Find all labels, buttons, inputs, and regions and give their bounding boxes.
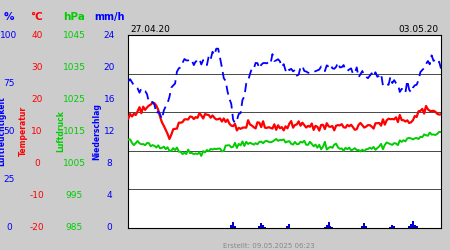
Bar bbox=[361, 226, 363, 228]
Text: 995: 995 bbox=[66, 191, 83, 200]
Bar bbox=[332, 226, 333, 228]
Bar bbox=[258, 226, 260, 228]
Text: 40: 40 bbox=[31, 30, 43, 40]
Text: 10: 10 bbox=[31, 127, 43, 136]
Text: 25: 25 bbox=[3, 175, 15, 184]
Text: mm/h: mm/h bbox=[94, 12, 125, 22]
Text: Niederschlag: Niederschlag bbox=[92, 103, 101, 160]
Text: Luftfeuchtigkeit: Luftfeuchtigkeit bbox=[0, 96, 6, 166]
Bar bbox=[365, 226, 367, 228]
Text: 27.04.20: 27.04.20 bbox=[130, 25, 171, 34]
Bar bbox=[328, 222, 329, 228]
Bar bbox=[392, 225, 393, 228]
Text: 1025: 1025 bbox=[63, 95, 86, 104]
Text: Erstellt: 09.05.2025 06:23: Erstellt: 09.05.2025 06:23 bbox=[223, 242, 315, 248]
Text: 50: 50 bbox=[3, 127, 15, 136]
Text: 100: 100 bbox=[0, 30, 18, 40]
Bar bbox=[393, 226, 395, 228]
Text: -20: -20 bbox=[30, 223, 44, 232]
Bar bbox=[329, 226, 332, 228]
Text: 985: 985 bbox=[66, 223, 83, 232]
Text: 1035: 1035 bbox=[63, 62, 86, 72]
Bar bbox=[326, 225, 328, 228]
Bar bbox=[260, 223, 262, 228]
Bar bbox=[234, 226, 236, 228]
Text: 20: 20 bbox=[31, 95, 43, 104]
Bar bbox=[416, 226, 418, 228]
Bar bbox=[412, 221, 414, 228]
Bar bbox=[324, 226, 326, 228]
Bar bbox=[414, 225, 416, 228]
Text: °C: °C bbox=[31, 12, 43, 22]
Text: 0: 0 bbox=[107, 223, 112, 232]
Text: 4: 4 bbox=[107, 191, 112, 200]
Text: 0: 0 bbox=[34, 159, 40, 168]
Text: 24: 24 bbox=[104, 30, 115, 40]
Text: 1015: 1015 bbox=[63, 127, 86, 136]
Text: 1005: 1005 bbox=[63, 159, 86, 168]
Bar bbox=[363, 223, 365, 228]
Bar bbox=[262, 226, 264, 228]
Text: 75: 75 bbox=[3, 78, 15, 88]
Bar bbox=[232, 222, 234, 228]
Text: Temperatur: Temperatur bbox=[19, 106, 28, 156]
Bar bbox=[410, 224, 412, 228]
Text: 8: 8 bbox=[107, 159, 112, 168]
Text: hPa: hPa bbox=[63, 12, 85, 22]
Text: -10: -10 bbox=[30, 191, 44, 200]
Text: 12: 12 bbox=[104, 127, 115, 136]
Bar bbox=[288, 224, 290, 228]
Text: 03.05.20: 03.05.20 bbox=[399, 25, 439, 34]
Text: %: % bbox=[4, 12, 14, 22]
Text: 0: 0 bbox=[6, 223, 12, 232]
Text: 1045: 1045 bbox=[63, 30, 86, 40]
Text: 30: 30 bbox=[31, 62, 43, 72]
Text: 16: 16 bbox=[104, 95, 115, 104]
Bar bbox=[390, 226, 392, 228]
Bar bbox=[230, 225, 232, 228]
Bar bbox=[287, 226, 288, 228]
Bar bbox=[408, 226, 410, 228]
Text: Luftdruck: Luftdruck bbox=[56, 110, 65, 152]
Bar bbox=[264, 226, 266, 228]
Text: 20: 20 bbox=[104, 62, 115, 72]
